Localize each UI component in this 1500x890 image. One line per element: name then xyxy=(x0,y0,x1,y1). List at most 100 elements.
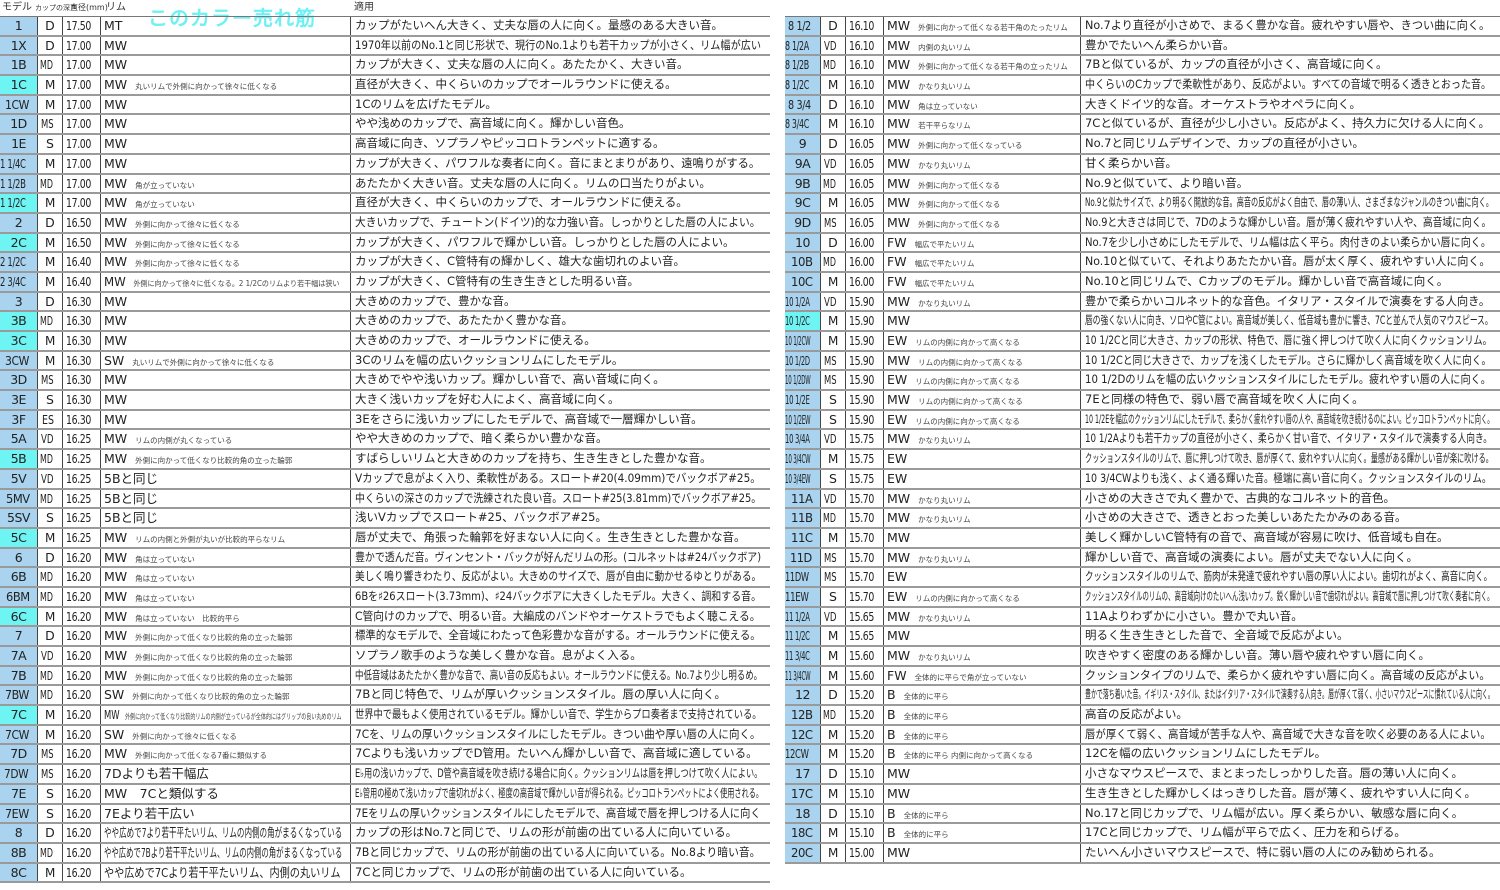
cell-content: VD xyxy=(824,155,837,173)
application-cell: カップがたいへん大きく、丈夫な唇の人に向く。量感のある大きい音。 xyxy=(350,17,770,35)
cell-content: 11 3/4C xyxy=(785,647,810,665)
application-cell-text: 7Bと似ているが、カップの直径が小さく、高音域に向く。 xyxy=(1085,57,1388,72)
table-row: 10 1/2D MS 15.90 MW リムの内側に向かって高くなる 10 1/2Cと同じ… xyxy=(785,351,1500,372)
cell-content: クッションスタイルのリムで、筋肉が未発達で疲れやすい唇の厚い人によい。歯切れがよ… xyxy=(1085,568,1492,586)
application-cell: 美しく輝かしいC管特有の音で、高音域が容易に吹け、低音域も自在。 xyxy=(1080,528,1500,547)
table-row: 1E S 17.00 MW 高音域に向き、ソプラノやピッコロトランペットに適する。 xyxy=(0,135,770,155)
application-cell-text: 甘く柔らかい音。 xyxy=(1085,155,1177,170)
cell-content: VD xyxy=(41,470,54,488)
rim-note: 外側に向かって低くなり比較的角の立った輪郭 xyxy=(132,692,290,702)
model-cell-text: 3C xyxy=(10,333,27,348)
application-cell-text: 1Cのリムを広げたモデル。 xyxy=(355,96,497,111)
diameter-cell: 16.10 xyxy=(845,115,883,134)
application-cell-text: 10 3/4CWよりも浅く、よく通る輝いた音。極端に高い音に向く。クッションスタ… xyxy=(1085,470,1492,485)
cell-content: 中低音域はあたたかく豊かな音で、高い音の反応もよい。オールラウンドに使える。No… xyxy=(355,667,762,685)
diameter-cell: 15.10 xyxy=(845,824,883,842)
diameter-cell-text: 15.90 xyxy=(849,293,874,309)
model-cell-text: 8C xyxy=(10,864,27,880)
model-cell: 6BM xyxy=(0,587,37,606)
application-cell: 17Cと同じカップで、リム幅が平らで広く、圧力を和らげる。 xyxy=(1080,824,1500,842)
diameter-cell-text: 16.20 xyxy=(66,825,91,841)
table-row: 9B MD 16.05 MW 外側に向かって低くなる No.9と似ていて、より暗い音。 xyxy=(785,174,1500,195)
diameter-cell-text: 17.00 xyxy=(66,175,91,191)
rim-cell-text: 7Eより若干広い xyxy=(104,805,195,821)
cell-content: 16.30 xyxy=(66,293,91,311)
diameter-cell: 16.20 xyxy=(62,863,100,882)
cell-content: 16.30 xyxy=(66,411,91,429)
cell-content: 15.10 xyxy=(849,785,874,803)
model-cell: 11A xyxy=(785,489,820,508)
rim-cell-text: やや広めで7より若干平たいリム、リムの内側の角がまるくなっている xyxy=(104,825,343,841)
cell-content: 16.20 xyxy=(66,568,91,586)
table-row: 9D MS 16.05 MW 外側に向かって低くなる No.9と大きさは同じで、7Dのよう… xyxy=(785,213,1500,234)
application-cell-text: 唇が丈夫で、角張った輪郭を好まない人に向く。生き生きとした豊かな音。 xyxy=(355,529,746,544)
cell-content: M xyxy=(828,785,838,803)
rim-note: 全体的に平ら xyxy=(903,731,949,741)
cell-content: 2 3/4C xyxy=(0,273,26,291)
cell-content: カップが大きく、パワフルな奏者に向く。音にまとまりがあり、遠鳴りがする。 xyxy=(355,155,760,173)
rim-note: 外側に向かって徐々に低くなる。2 1/2Cのリムより若干幅は狭い xyxy=(133,278,340,288)
cup-depth-cell-text: M xyxy=(44,333,55,348)
application-cell: 豊かでたいへん柔らかい音。 xyxy=(1080,36,1500,55)
rim-cell-text: MW xyxy=(104,569,128,585)
rim-cell-text: 5Bと同じ xyxy=(104,510,159,526)
model-cell: 10 1/2EW xyxy=(785,410,820,429)
application-cell: 3Cのリムを幅の広いクッションリムにしたモデル。 xyxy=(350,351,770,370)
application-cell: 浅いVカップでスロート#25、バックボア#25。 xyxy=(350,509,770,527)
bestseller-color-note: このカラー売れ筋 xyxy=(148,6,316,30)
application-cell: 直径が大きく、中くらいのカップで、オールラウンドに使える。 xyxy=(350,194,770,212)
diameter-cell: 16.50 xyxy=(62,233,100,252)
cell-content: M xyxy=(828,312,838,330)
table-row: 9C M 16.05 MW 外側に向かって低くなる No.9と似たサイズで、より明るく開放… xyxy=(785,194,1500,214)
table-row: 1 1/4C M 17.00 MW カップが大きく、パワフルな奏者に向く。音にまとまりが… xyxy=(0,154,770,175)
cup-depth-cell-text: D xyxy=(828,234,838,250)
diameter-cell: 16.05 xyxy=(845,174,883,193)
mouthpiece-table-right: 8 1/2 D 16.10 MW 外側に向かって低くなる若干角のたったリム No.7より直… xyxy=(785,16,1500,864)
cup-depth-cell-text: D xyxy=(45,825,55,841)
rim-cell: MW リムの内側と外側が丸いが比較的平らなリム xyxy=(100,528,350,547)
model-cell-text: 7B xyxy=(10,667,27,683)
cell-content: MS xyxy=(824,568,837,586)
cell-content: 16.30 xyxy=(66,391,91,409)
model-cell: 11 3/4C xyxy=(785,647,820,665)
rim-cell: MW 角は立っていない xyxy=(883,95,1080,114)
cell-content: 15.10 xyxy=(849,765,874,783)
rim-cell: MW xyxy=(100,36,350,55)
cup-depth-cell: VD xyxy=(820,489,845,508)
cup-depth-cell-text: MD xyxy=(39,667,53,683)
table-row: 7BW MD 16.20 SW 外側に向かって低くなり比較的角の立った輪郭 7Bと同じ特色… xyxy=(0,686,770,707)
cup-depth-cell-text: M xyxy=(827,77,838,93)
rim-cell: MW 若干平らなリム xyxy=(883,115,1080,134)
diameter-cell: 16.30 xyxy=(62,351,100,370)
diameter-cell-text: 16.00 xyxy=(849,273,874,289)
diameter-cell: 16.40 xyxy=(62,253,100,271)
rim-cell: MW 外側に向かって低くなっている xyxy=(883,135,1080,153)
table-row: 10 1/2C M 15.90 MW 唇の強くない人に向き、ソロやC管によい。高音域が美… xyxy=(785,312,1500,332)
table-row: 10B MD 16.00 FW 幅広で平たいリム No.10と似ていて、それよりあたたかい… xyxy=(785,253,1500,273)
cup-depth-cell-text: MD xyxy=(822,707,836,723)
cell-content: 中くらいのCカップで柔軟性があり、反応がよい。すべての音域で明るく透きとおった音… xyxy=(1085,76,1491,94)
diameter-cell-text: 16.10 xyxy=(849,37,874,53)
application-cell: 小さめの大きさで丸く豊かで、古典的なコルネット的音色。 xyxy=(1080,489,1500,508)
diameter-cell: 15.10 xyxy=(845,784,883,803)
cell-content: VD xyxy=(824,608,837,626)
table-row: 10 1/2A VD 15.90 MW かなり丸いリム 豊かで柔らかいコルネット的な音色。… xyxy=(785,292,1500,313)
cell-content: 16.25 xyxy=(66,490,91,508)
cup-depth-cell-text: VD xyxy=(40,470,54,486)
table-row: 1B MD 17.00 MW カップが大きく、丈夫な唇の人に向く。あたたかく、大きい音。 xyxy=(0,56,770,77)
cell-content: C管向けのカップで、明るい音。大編成のバンドやオーケストラでもよく聴こえる。 xyxy=(355,608,761,626)
cell-content: 15.65 xyxy=(849,627,874,645)
application-cell-text: 17Cと同じカップで、リム幅が平らで広く、圧力を和らげる。 xyxy=(1085,825,1406,840)
rim-cell-text: MW xyxy=(104,608,128,624)
application-cell: No.7を少し小さめにしたモデルで、リム幅は広く平ら。肉付きのよい柔らかい唇に向… xyxy=(1080,233,1500,252)
application-cell-text: 高音の反応がよい。 xyxy=(1085,707,1188,722)
diameter-cell: 16.00 xyxy=(845,272,883,291)
rim-cell-text: 5Bと同じ xyxy=(104,490,159,506)
model-cell: 5C xyxy=(0,528,37,547)
model-cell-text: 10 xyxy=(795,234,810,250)
application-cell-text: やや浅めのカップで、高音域に向く。輝かしい音色。 xyxy=(355,116,631,131)
application-cell-text: カップが大きく、C管特有の生き生きとした明るい音。 xyxy=(355,273,640,288)
model-cell-text: 7CW xyxy=(4,726,29,742)
table-row: 1 1/2C M 17.00 MW 角が立っていない 直径が大きく、中くらいのカップで、オ… xyxy=(0,194,770,214)
rim-cell: SW 外側に向かって徐々に低くなる xyxy=(100,725,350,744)
